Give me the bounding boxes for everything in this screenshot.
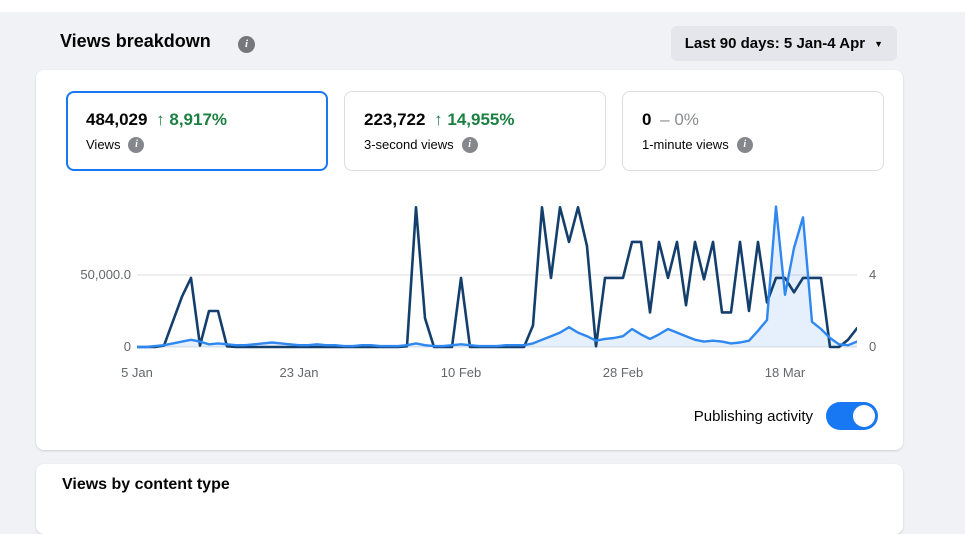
page-title: Views breakdown — [60, 31, 211, 51]
3-second-views-label: 3-second views — [364, 137, 454, 152]
chevron-down-icon: ▼ — [874, 38, 883, 49]
date-range-label: Last 90 days: 5 Jan-4 Apr — [684, 35, 866, 52]
views-chart-svg — [137, 205, 857, 349]
1-minute-views-value: 0 — [642, 109, 652, 129]
publishing-activity-label: Publishing activity — [693, 407, 813, 425]
views-info-icon[interactable]: i — [128, 136, 145, 153]
views-breakdown-info-icon[interactable]: i — [238, 34, 255, 53]
right-axis-tick-4: 4 — [869, 267, 877, 282]
x-tick-28-feb: 28 Feb — [602, 365, 644, 380]
3-second-views-delta: ↑ 14,955% — [434, 109, 515, 129]
publishing-activity-toggle[interactable] — [826, 402, 878, 430]
1-minute-views-delta: – 0% — [660, 109, 699, 129]
publishing-activity-toggle-row: Publishing activity — [694, 402, 878, 430]
x-tick-5-jan: 5 Jan — [121, 365, 153, 380]
1-minute-views-info-icon[interactable]: i — [736, 136, 753, 153]
left-axis-tick-50000: 50,000.0 — [80, 267, 131, 282]
x-axis-labels: 5 Jan 23 Jan 10 Feb 28 Feb 18 Mar — [36, 365, 903, 383]
right-axis-tick-0: 0 — [869, 339, 877, 354]
3-second-views-value: 223,722 — [364, 109, 426, 129]
x-tick-10-feb: 10 Feb — [440, 365, 482, 380]
metric-card-views[interactable]: 484,029 ↑ 8,917% Views i — [66, 91, 328, 171]
views-by-content-type-title: Views by content type — [62, 476, 230, 493]
views-label: Views — [86, 137, 121, 152]
left-axis-tick-0: 0 — [123, 339, 131, 354]
metric-card-1-minute-views[interactable]: 0 – 0% 1-minute views i — [622, 91, 884, 171]
1-minute-views-label: 1-minute views — [642, 137, 729, 152]
scrolled-card-edge — [0, 0, 965, 12]
views-by-content-type-card: Views by content type — [36, 464, 903, 534]
date-range-selector[interactable]: Last 90 days: 5 Jan-4 Apr ▼ — [670, 26, 897, 61]
views-value: 484,029 — [86, 109, 148, 129]
x-tick-23-jan: 23 Jan — [279, 365, 319, 380]
metric-card-3-second-views[interactable]: 223,722 ↑ 14,955% 3-second views i — [344, 91, 606, 171]
metric-cards-row: 484,029 ↑ 8,917% Views i 223,722 ↑ 14,95… — [66, 91, 884, 171]
x-tick-18-mar: 18 Mar — [764, 365, 806, 380]
views-chart: 50,000.0 0 4 0 5 Jan 23 Jan 10 Feb 28 Fe… — [36, 190, 903, 390]
views-breakdown-card: 484,029 ↑ 8,917% Views i 223,722 ↑ 14,95… — [36, 70, 903, 450]
3-second-views-info-icon[interactable]: i — [461, 136, 478, 153]
views-delta: ↑ 8,917% — [156, 109, 228, 129]
toggle-knob — [853, 405, 875, 427]
